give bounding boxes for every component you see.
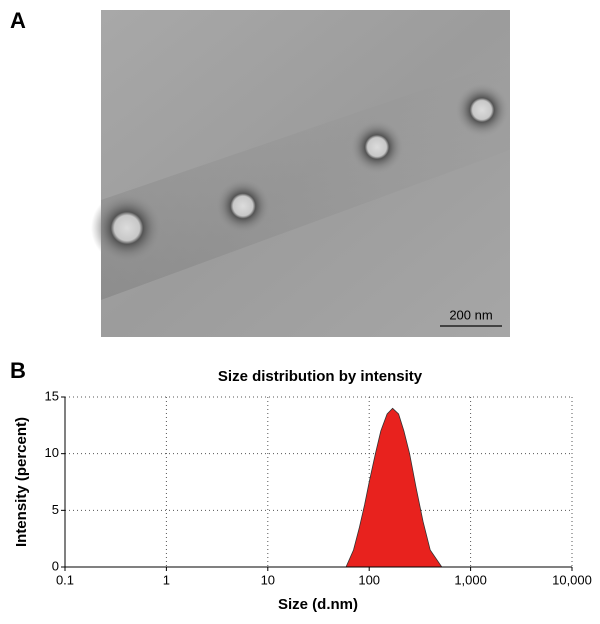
y-tick-label: 15 <box>45 388 59 403</box>
y-tick-label: 10 <box>45 445 59 460</box>
distribution-area <box>345 407 443 568</box>
y-tick-label: 0 <box>52 558 59 573</box>
panel-label: A <box>10 8 26 33</box>
micrograph <box>91 10 510 337</box>
x-tick-label: 0.1 <box>56 572 74 587</box>
x-axis-label: Size (d.nm) <box>278 596 358 613</box>
x-tick-label: 100 <box>358 572 380 587</box>
y-axis-label: Intensity (percent) <box>13 417 30 547</box>
panel-label: B <box>10 358 26 383</box>
scale-bar-label: 200 nm <box>449 307 492 322</box>
y-tick-label: 5 <box>52 502 59 517</box>
x-tick-label: 10 <box>261 572 275 587</box>
x-tick-label: 1 <box>163 572 170 587</box>
x-tick-label: 10,000 <box>552 572 592 587</box>
x-tick-label: 1,000 <box>454 572 487 587</box>
chart-title: Size distribution by intensity <box>218 368 423 385</box>
